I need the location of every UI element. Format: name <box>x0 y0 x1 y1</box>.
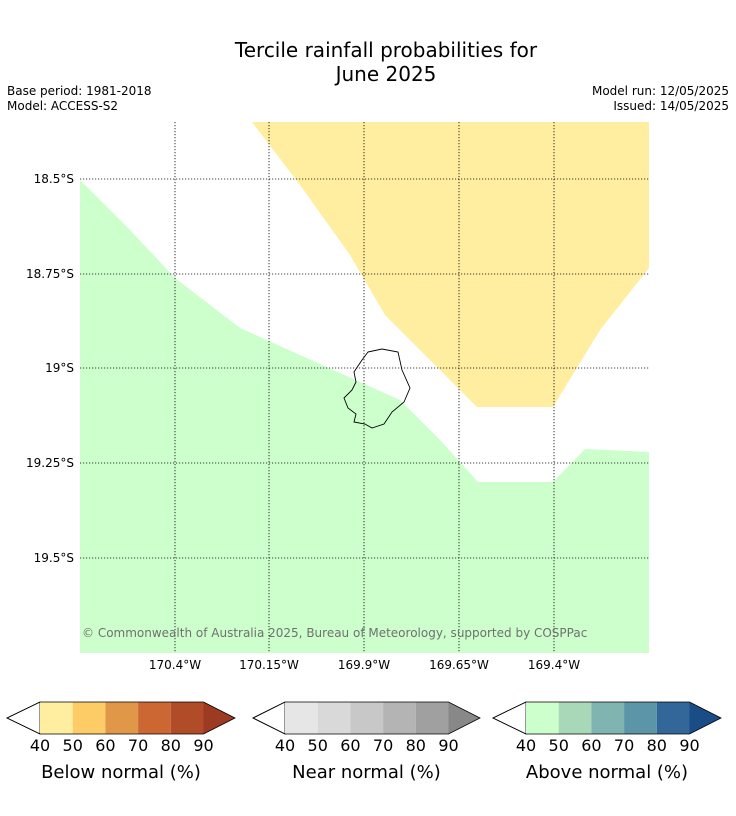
colorbar-segment <box>138 702 171 734</box>
colorbar-lower-extend <box>252 701 286 735</box>
colorbar-segment <box>558 702 592 734</box>
colorbar-upper-extend <box>689 702 721 734</box>
map-title: Tercile rainfall probabilities for June … <box>0 38 736 86</box>
colorbar-segment <box>40 702 73 734</box>
colorbar-title: Above normal (%) <box>526 762 688 783</box>
title-line-1: Tercile rainfall probabilities for <box>234 38 538 62</box>
colorbar-segment <box>624 702 657 734</box>
colorbar-tick-label: 70 <box>614 736 634 755</box>
colorbar-segment <box>415 702 449 734</box>
lon-label: 169.65°W <box>429 658 489 672</box>
title-line-2: June 2025 <box>335 62 437 86</box>
colorbar-near: 40 50 60 70 80 90 Near normal (%) <box>252 701 481 783</box>
meta-left: Base period: 1981-2018 Model: ACCESS-S2 <box>7 84 152 114</box>
colorbar-upper-extend <box>203 702 235 734</box>
issued-date: Issued: 14/05/2025 <box>613 99 729 113</box>
colorbar-tick-label: 60 <box>95 736 115 755</box>
colorbar-segment <box>285 702 318 734</box>
colorbar-tick-label: 60 <box>340 736 360 755</box>
model-run: Model run: 12/05/2025 <box>591 84 729 98</box>
lon-label: 169.4°W <box>528 658 580 672</box>
colorbar-segment <box>526 702 559 734</box>
colorbar-tick-label: 90 <box>679 736 699 755</box>
map-area: © Commonwealth of Australia 2025, Bureau… <box>80 122 649 653</box>
lat-label: 19.25°S <box>26 456 74 470</box>
colorbar-below: 40 50 60 70 80 90 Below normal (%) <box>6 701 236 783</box>
colorbar-outline <box>492 701 722 735</box>
gridlines <box>80 122 649 653</box>
colorbar-outline <box>252 701 481 735</box>
colorbar-tick-label: 90 <box>438 736 458 755</box>
model-name: Model: ACCESS-S2 <box>7 99 119 113</box>
colorbar-tick-label: 40 <box>275 736 295 755</box>
colorbar-legend: 40 50 60 70 80 90 Below normal (%) 40 50 60 70 80 90… <box>6 701 722 783</box>
colorbar-tick-label: 80 <box>406 736 426 755</box>
above-normal-region <box>80 180 649 653</box>
colorbar-tick-label: 80 <box>161 736 181 755</box>
colorbar-segment <box>383 702 416 734</box>
colorbar-tick-label: 90 <box>193 736 213 755</box>
colorbar-segment <box>317 702 351 734</box>
colorbar-tick-label: 60 <box>581 736 601 755</box>
base-period: Base period: 1981-2018 <box>7 84 152 98</box>
colorbar-above: 40 50 60 70 80 90 Above normal (%) <box>492 701 722 783</box>
lat-label: 19°S <box>45 361 74 375</box>
colorbar-segment <box>591 702 625 734</box>
lon-label: 169.9°W <box>338 658 390 672</box>
colorbar-segment <box>170 702 204 734</box>
below-normal-region <box>252 122 649 407</box>
colorbar-title: Below normal (%) <box>41 762 201 783</box>
colorbar-tick-label: 40 <box>516 736 536 755</box>
lat-label: 18.75°S <box>26 267 74 281</box>
colorbar-segment <box>350 702 384 734</box>
colorbar-tick-label: 50 <box>549 736 569 755</box>
lon-label: 170.15°W <box>239 658 299 672</box>
copyright-note: © Commonwealth of Australia 2025, Bureau… <box>82 626 587 640</box>
colorbar-tick-label: 70 <box>373 736 393 755</box>
colorbar-tick-label: 50 <box>63 736 83 755</box>
colorbar-segment <box>656 702 690 734</box>
colorbar-title: Near normal (%) <box>292 762 441 783</box>
colorbar-upper-extend <box>448 702 480 734</box>
colorbar-segment <box>105 702 139 734</box>
meta-right: Model run: 12/05/2025 Issued: 14/05/2025 <box>592 84 729 114</box>
colorbar-tick-label: 40 <box>30 736 50 755</box>
lat-labels: 18.5°S 18.75°S 19°S 19.25°S 19.5°S <box>26 172 74 565</box>
colorbar-tick-label: 70 <box>128 736 148 755</box>
lon-labels: 170.4°W 170.15°W 169.9°W 169.65°W 169.4°… <box>149 658 580 672</box>
colorbar-outline <box>6 701 236 735</box>
lon-label: 170.4°W <box>149 658 201 672</box>
colorbar-lower-extend <box>6 701 41 735</box>
colorbar-tick-label: 80 <box>647 736 667 755</box>
colorbar-segment <box>72 702 106 734</box>
lat-label: 19.5°S <box>34 551 74 565</box>
colorbar-lower-extend <box>492 701 527 735</box>
island-outline <box>343 348 411 429</box>
colorbar-tick-label: 50 <box>308 736 328 755</box>
lat-label: 18.5°S <box>34 172 74 186</box>
